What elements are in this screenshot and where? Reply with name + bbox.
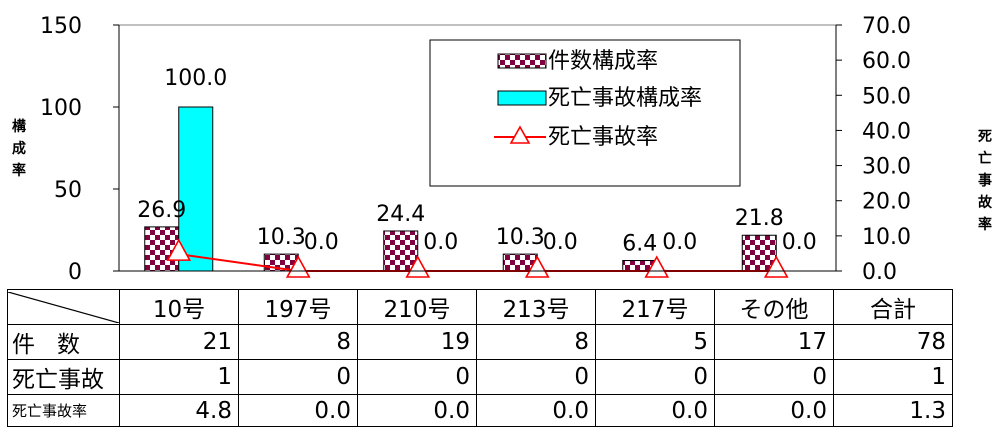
legend-swatch-share [497,53,547,69]
table-cell: 78 [833,324,953,360]
bar-label-fatal-share: 100.0 [164,66,227,91]
row-label-fatal: 死亡事故 [7,359,120,395]
row-label-count: 件数 [7,324,120,360]
y2-tick-label: 40.0 [862,119,911,144]
col-header-210: 210号 [357,289,477,325]
legend-label-fatal-rate: 死亡事故率 [548,125,658,150]
table-cell: 0.0 [357,394,477,427]
bar-label-share: 10.3 [257,225,306,250]
legend-label-fatal-share: 死亡事故構成率 [548,86,702,111]
bar-share [383,230,419,272]
y2-tick-label: 0.0 [862,260,897,285]
bar-label-fatal-share: 0.0 [662,230,697,255]
table-cell: 0 [238,359,358,395]
y2-tick-label: 70.0 [862,14,911,39]
bar-label-share: 6.4 [622,232,657,257]
y2-tick-label: 30.0 [862,155,911,180]
fatal-rate-marker [644,255,670,278]
y2-axis-title: 死亡事故率 [978,129,992,233]
bar-label-fatal-share: 0.0 [782,230,817,255]
table-cell: 0.0 [238,394,358,427]
combo-chart: 0 50 100 150 0.0 10.0 20.0 30.0 40.0 50.0 60.0 70.0… [40,14,911,285]
bar-label-fatal-share: 0.0 [543,230,578,255]
diagonal-line [8,291,119,323]
y-tick-label: 50 [54,178,82,203]
bar-label-fatal-share: 0.0 [423,230,458,255]
table-row: 死亡事故率 4.8 0.0 0.0 0.0 0.0 0.0 1.3 [7,394,953,427]
col-header-10: 10号 [119,289,239,325]
table-cell: 0.0 [476,394,596,427]
table-row: 件数 21 8 19 8 5 17 78 [7,324,953,360]
legend-marker-fatal-rate [509,125,531,144]
table-cell: 0.0 [595,394,715,427]
table-header-row: 10号 197号 210号 213号 217号 その他 合計 [7,289,953,325]
table-cell: 0 [476,359,596,395]
table-cell: 0 [714,359,834,395]
table-row: 死亡事故 1 0 0 0 0 0 1 [7,359,953,395]
y2-tick-label: 20.0 [862,190,911,215]
table-cell: 1 [833,359,953,395]
fatal-rate-marker [524,255,550,278]
data-table: 10号 197号 210号 213号 217号 その他 合計 件数 21 8 1… [7,289,953,427]
table-cell: 8 [238,324,358,360]
bar-label-share: 21.8 [735,206,784,231]
legend-label-share: 件数構成率 [548,49,658,74]
col-header-217: 217号 [595,289,715,325]
fatal-rate-marker [405,255,431,278]
y-tick-label: 150 [40,14,82,39]
bar-fatal-share [178,106,214,272]
fatal-rate-marker [763,255,789,278]
table-cell: 21 [119,324,239,360]
y2-tick-label: 10.0 [862,225,911,250]
bar-label-share: 10.3 [496,225,545,250]
table-cell: 4.8 [119,394,239,427]
legend-swatch-fatal-share [497,90,547,106]
table-cell: 1.3 [833,394,953,427]
row-label-fatal-rate: 死亡事故率 [7,394,120,427]
table-cell: 17 [714,324,834,360]
y2-tick-label: 60.0 [862,49,911,74]
table-cell: 5 [595,324,715,360]
table-cell: 8 [476,324,596,360]
col-header-213: 213号 [476,289,596,325]
bar-label-share: 26.9 [137,198,186,223]
table-cell: 0 [595,359,715,395]
table-cell: 0 [357,359,477,395]
fatal-rate-marker [166,238,192,261]
bar-label-share: 24.4 [376,202,425,227]
col-header-197: 197号 [238,289,358,325]
fatal-rate-marker [285,255,311,278]
y2-tick-label: 50.0 [862,84,911,109]
y-tick-label: 100 [40,96,82,121]
table-cell: 1 [119,359,239,395]
y-axis-title: 構成率 [12,119,26,179]
table-cell: 0.0 [714,394,834,427]
y-tick-label: 0 [68,260,82,285]
table-cell: 19 [357,324,477,360]
corner-cell [7,289,120,325]
col-header-other: その他 [714,289,834,325]
legend-box [429,39,741,187]
col-header-total: 合計 [833,289,953,325]
bar-label-fatal-share: 0.0 [304,230,339,255]
